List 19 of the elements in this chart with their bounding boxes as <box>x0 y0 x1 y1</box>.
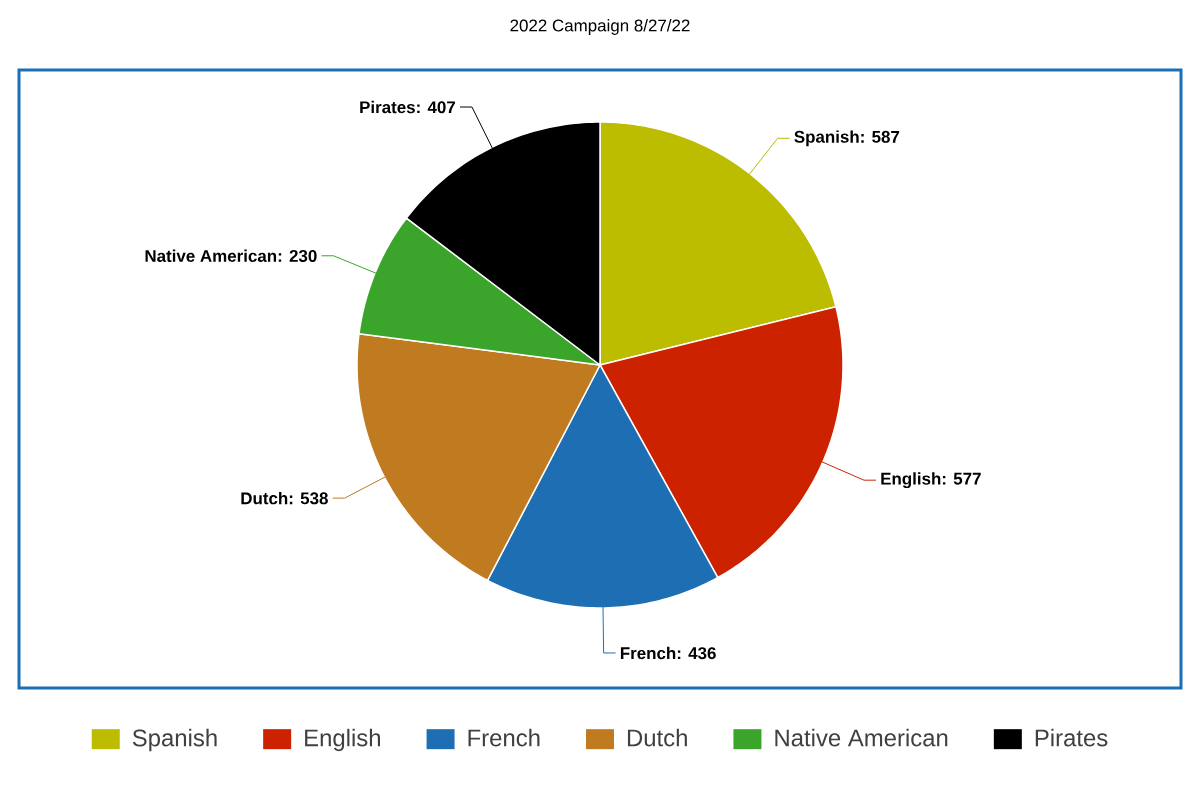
data-label: : 538 <box>289 492 328 505</box>
legend-label: Native American <box>775 728 948 747</box>
slice-label: Native American <box>145 249 277 262</box>
slice-label: French <box>620 646 676 660</box>
legend-label: Spanish <box>132 728 217 752</box>
data-label: : 230 <box>278 250 317 263</box>
data-label: : 577 <box>942 472 981 485</box>
legend-label: Dutch <box>627 728 687 747</box>
slice-label: Spanish <box>794 130 859 147</box>
data-label: : 436 <box>677 647 716 660</box>
legend-label: Pirates <box>1035 728 1108 747</box>
legend-label: French <box>468 728 540 747</box>
slice-label: English <box>881 472 941 489</box>
legend-label: English <box>305 728 380 752</box>
data-label: : 407 <box>417 101 455 114</box>
slice-label: Pirates <box>360 100 415 114</box>
slice-label: Dutch <box>241 491 288 505</box>
data-label: : 587 <box>861 130 900 143</box>
chart-title: 2022 Campaign 8/27/22 <box>510 19 690 35</box>
